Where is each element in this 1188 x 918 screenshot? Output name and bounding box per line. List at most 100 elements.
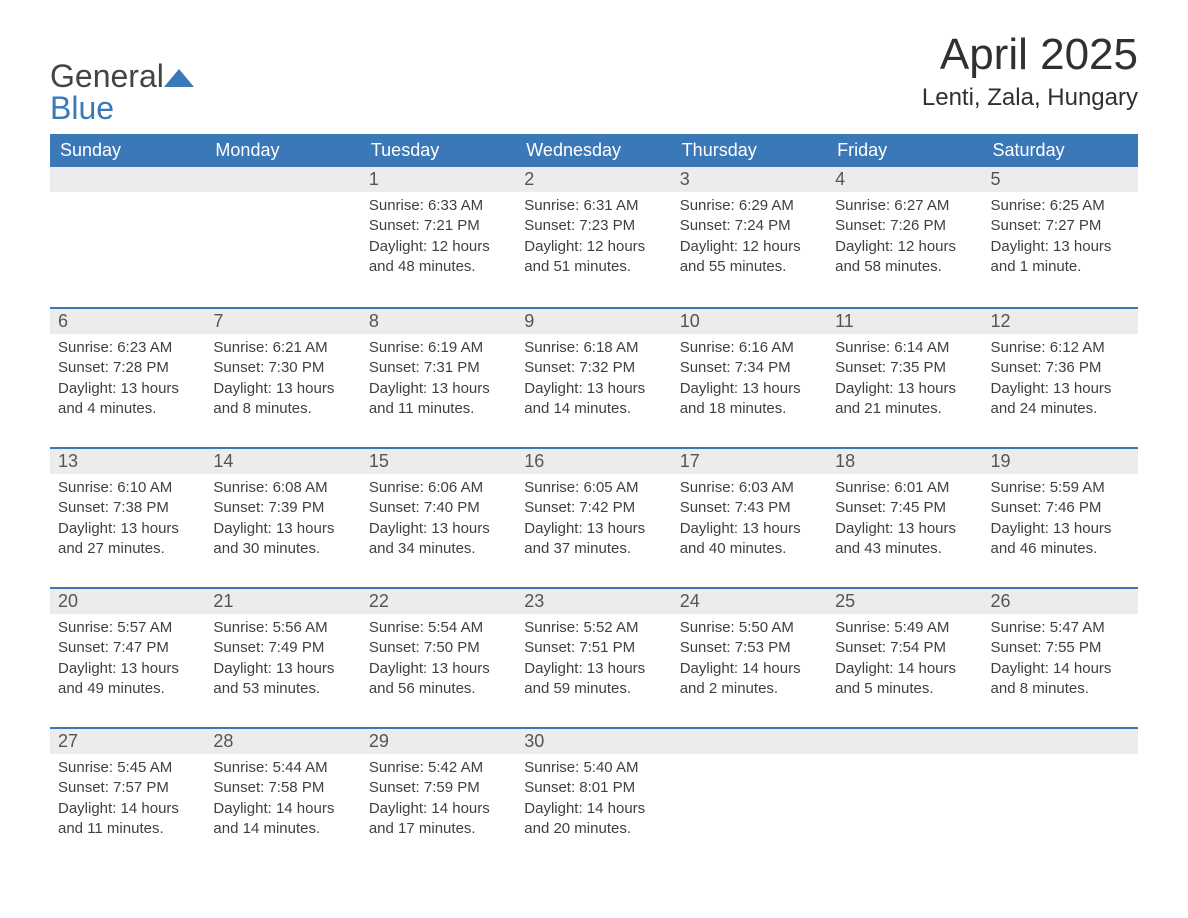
sunrise-line: Sunrise: 6:25 AM xyxy=(991,196,1130,216)
day-number: 13 xyxy=(50,447,205,474)
day-info: Sunrise: 5:47 AMSunset: 7:55 PMDaylight:… xyxy=(983,614,1138,709)
daylight-line: Daylight: 13 hours and 4 minutes. xyxy=(58,379,197,420)
daylight-line: Daylight: 12 hours and 48 minutes. xyxy=(369,237,508,278)
calendar-row: 27Sunrise: 5:45 AMSunset: 7:57 PMDayligh… xyxy=(50,727,1138,867)
daylight-line: Daylight: 12 hours and 55 minutes. xyxy=(680,237,819,278)
day-info: Sunrise: 5:44 AMSunset: 7:58 PMDaylight:… xyxy=(205,754,360,849)
sunrise-line: Sunrise: 5:49 AM xyxy=(835,618,974,638)
sunrise-line: Sunrise: 6:12 AM xyxy=(991,338,1130,358)
day-info: Sunrise: 6:08 AMSunset: 7:39 PMDaylight:… xyxy=(205,474,360,569)
day-number: 27 xyxy=(50,727,205,754)
day-info: Sunrise: 6:16 AMSunset: 7:34 PMDaylight:… xyxy=(672,334,827,429)
weekday-header-row: Sunday Monday Tuesday Wednesday Thursday… xyxy=(50,134,1138,167)
daylight-line: Daylight: 13 hours and 46 minutes. xyxy=(991,519,1130,560)
sunset-line: Sunset: 7:43 PM xyxy=(680,498,819,518)
calendar-cell: 14Sunrise: 6:08 AMSunset: 7:39 PMDayligh… xyxy=(205,447,360,587)
calendar-cell xyxy=(827,727,982,867)
weekday-header: Saturday xyxy=(983,134,1138,167)
day-number: 14 xyxy=(205,447,360,474)
calendar-cell: 27Sunrise: 5:45 AMSunset: 7:57 PMDayligh… xyxy=(50,727,205,867)
day-number: 20 xyxy=(50,587,205,614)
calendar-cell: 29Sunrise: 5:42 AMSunset: 7:59 PMDayligh… xyxy=(361,727,516,867)
day-info: Sunrise: 5:56 AMSunset: 7:49 PMDaylight:… xyxy=(205,614,360,709)
day-info: Sunrise: 5:52 AMSunset: 7:51 PMDaylight:… xyxy=(516,614,671,709)
brand-logo: General Blue xyxy=(50,60,194,124)
day-number: 2 xyxy=(516,167,671,192)
sunrise-line: Sunrise: 6:19 AM xyxy=(369,338,508,358)
day-info: Sunrise: 5:45 AMSunset: 7:57 PMDaylight:… xyxy=(50,754,205,849)
daylight-line: Daylight: 13 hours and 49 minutes. xyxy=(58,659,197,700)
sunset-line: Sunset: 7:51 PM xyxy=(524,638,663,658)
day-info: Sunrise: 5:54 AMSunset: 7:50 PMDaylight:… xyxy=(361,614,516,709)
daylight-line: Daylight: 13 hours and 53 minutes. xyxy=(213,659,352,700)
day-info: Sunrise: 5:49 AMSunset: 7:54 PMDaylight:… xyxy=(827,614,982,709)
calendar-cell: 12Sunrise: 6:12 AMSunset: 7:36 PMDayligh… xyxy=(983,307,1138,447)
weekday-header: Thursday xyxy=(672,134,827,167)
sunrise-line: Sunrise: 6:06 AM xyxy=(369,478,508,498)
day-number: 28 xyxy=(205,727,360,754)
calendar-cell: 16Sunrise: 6:05 AMSunset: 7:42 PMDayligh… xyxy=(516,447,671,587)
day-info: Sunrise: 5:57 AMSunset: 7:47 PMDaylight:… xyxy=(50,614,205,709)
daylight-line: Daylight: 13 hours and 34 minutes. xyxy=(369,519,508,560)
day-info: Sunrise: 6:10 AMSunset: 7:38 PMDaylight:… xyxy=(50,474,205,569)
sunrise-line: Sunrise: 6:16 AM xyxy=(680,338,819,358)
calendar-row: 20Sunrise: 5:57 AMSunset: 7:47 PMDayligh… xyxy=(50,587,1138,727)
day-number: 22 xyxy=(361,587,516,614)
header: General Blue April 2025 Lenti, Zala, Hun… xyxy=(50,30,1138,124)
location-subtitle: Lenti, Zala, Hungary xyxy=(922,84,1138,112)
page-title: April 2025 xyxy=(922,30,1138,80)
brand-word-2: Blue xyxy=(50,90,114,126)
sunset-line: Sunset: 7:24 PM xyxy=(680,216,819,236)
calendar-cell: 4Sunrise: 6:27 AMSunset: 7:26 PMDaylight… xyxy=(827,167,982,307)
calendar-cell: 15Sunrise: 6:06 AMSunset: 7:40 PMDayligh… xyxy=(361,447,516,587)
calendar-cell: 26Sunrise: 5:47 AMSunset: 7:55 PMDayligh… xyxy=(983,587,1138,727)
daylight-line: Daylight: 13 hours and 56 minutes. xyxy=(369,659,508,700)
day-info: Sunrise: 6:19 AMSunset: 7:31 PMDaylight:… xyxy=(361,334,516,429)
sunrise-line: Sunrise: 5:56 AM xyxy=(213,618,352,638)
day-number: 30 xyxy=(516,727,671,754)
daylight-line: Daylight: 14 hours and 5 minutes. xyxy=(835,659,974,700)
calendar-cell: 1Sunrise: 6:33 AMSunset: 7:21 PMDaylight… xyxy=(361,167,516,307)
day-number: 4 xyxy=(827,167,982,192)
calendar-body: 1Sunrise: 6:33 AMSunset: 7:21 PMDaylight… xyxy=(50,167,1138,867)
calendar-cell: 13Sunrise: 6:10 AMSunset: 7:38 PMDayligh… xyxy=(50,447,205,587)
day-info: Sunrise: 6:12 AMSunset: 7:36 PMDaylight:… xyxy=(983,334,1138,429)
day-number: 9 xyxy=(516,307,671,334)
calendar-cell: 5Sunrise: 6:25 AMSunset: 7:27 PMDaylight… xyxy=(983,167,1138,307)
brand-word-1: General xyxy=(50,58,164,94)
day-number: 24 xyxy=(672,587,827,614)
sunrise-line: Sunrise: 6:14 AM xyxy=(835,338,974,358)
weekday-header: Friday xyxy=(827,134,982,167)
daylight-line: Daylight: 13 hours and 30 minutes. xyxy=(213,519,352,560)
day-number xyxy=(983,727,1138,754)
calendar-cell: 30Sunrise: 5:40 AMSunset: 8:01 PMDayligh… xyxy=(516,727,671,867)
day-info: Sunrise: 6:06 AMSunset: 7:40 PMDaylight:… xyxy=(361,474,516,569)
sunrise-line: Sunrise: 5:57 AM xyxy=(58,618,197,638)
daylight-line: Daylight: 13 hours and 40 minutes. xyxy=(680,519,819,560)
day-info: Sunrise: 6:14 AMSunset: 7:35 PMDaylight:… xyxy=(827,334,982,429)
sunset-line: Sunset: 7:32 PM xyxy=(524,358,663,378)
day-number xyxy=(672,727,827,754)
calendar-cell: 25Sunrise: 5:49 AMSunset: 7:54 PMDayligh… xyxy=(827,587,982,727)
sunset-line: Sunset: 7:21 PM xyxy=(369,216,508,236)
day-number: 21 xyxy=(205,587,360,614)
day-number: 12 xyxy=(983,307,1138,334)
sunrise-line: Sunrise: 6:33 AM xyxy=(369,196,508,216)
day-info: Sunrise: 6:33 AMSunset: 7:21 PMDaylight:… xyxy=(361,192,516,287)
sunrise-line: Sunrise: 6:05 AM xyxy=(524,478,663,498)
brand-text: General Blue xyxy=(50,60,194,124)
calendar-row: 6Sunrise: 6:23 AMSunset: 7:28 PMDaylight… xyxy=(50,307,1138,447)
daylight-line: Daylight: 14 hours and 14 minutes. xyxy=(213,799,352,840)
sunrise-line: Sunrise: 6:21 AM xyxy=(213,338,352,358)
calendar-row: 13Sunrise: 6:10 AMSunset: 7:38 PMDayligh… xyxy=(50,447,1138,587)
daylight-line: Daylight: 12 hours and 51 minutes. xyxy=(524,237,663,278)
calendar-cell: 19Sunrise: 5:59 AMSunset: 7:46 PMDayligh… xyxy=(983,447,1138,587)
sunset-line: Sunset: 7:53 PM xyxy=(680,638,819,658)
day-info: Sunrise: 6:21 AMSunset: 7:30 PMDaylight:… xyxy=(205,334,360,429)
sunrise-line: Sunrise: 5:54 AM xyxy=(369,618,508,638)
sunset-line: Sunset: 7:45 PM xyxy=(835,498,974,518)
calendar-page: General Blue April 2025 Lenti, Zala, Hun… xyxy=(0,0,1188,918)
sunset-line: Sunset: 7:36 PM xyxy=(991,358,1130,378)
daylight-line: Daylight: 13 hours and 24 minutes. xyxy=(991,379,1130,420)
sunrise-line: Sunrise: 6:03 AM xyxy=(680,478,819,498)
